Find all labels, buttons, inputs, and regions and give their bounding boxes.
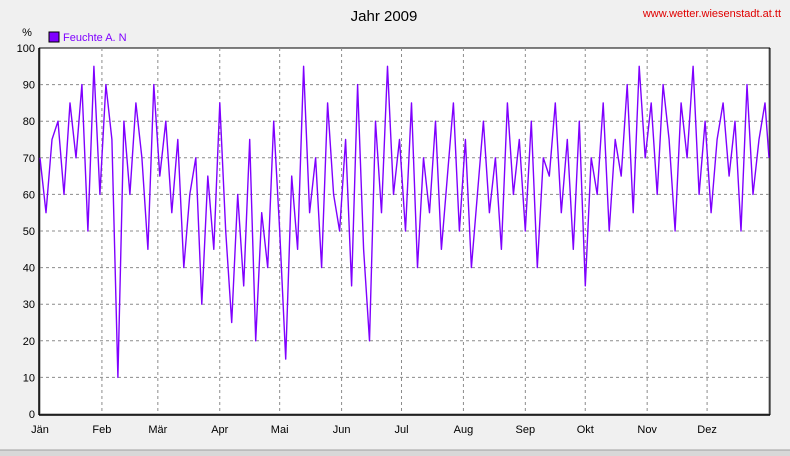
x-tick-label: Nov — [637, 424, 657, 436]
x-tick-label: Jun — [333, 424, 351, 436]
y-tick-labels: 0 10 20 30 40 50 60 70 80 90 100 — [17, 43, 35, 421]
x-tick-label: Apr — [211, 424, 228, 436]
bottom-status-strip — [0, 449, 790, 456]
y-axis-unit: % — [22, 27, 32, 39]
x-tick-label: Mai — [271, 424, 289, 436]
x-tick-label: Dez — [697, 424, 717, 436]
y-tick-label: 60 — [23, 189, 35, 201]
y-tick-label: 20 — [23, 336, 35, 348]
y-tick-label: 40 — [23, 263, 35, 275]
x-tick-label: Sep — [516, 424, 536, 436]
chart-title: Jahr 2009 — [351, 8, 418, 25]
y-tick-label: 10 — [23, 372, 35, 384]
x-tick-label: Feb — [92, 424, 111, 436]
x-tick-labels: Jän Feb Mär Apr Mai Jun Jul Aug Sep Okt Nov Dez — [31, 424, 717, 436]
y-tick-label: 50 — [23, 226, 35, 238]
y-tick-label: 70 — [23, 153, 35, 165]
y-tick-label: 100 — [17, 43, 35, 55]
series-line — [39, 65, 770, 379]
y-tick-label: 80 — [23, 116, 35, 128]
y-tick-label: 0 — [29, 409, 35, 421]
x-tick-label: Okt — [577, 424, 594, 436]
y-tick-label: 30 — [23, 299, 35, 311]
x-tick-label: Aug — [454, 424, 474, 436]
y-tick-label: 90 — [23, 80, 35, 92]
legend-label: Feuchte A. N — [63, 32, 127, 44]
series-lines — [39, 65, 770, 379]
x-tick-label: Mär — [148, 424, 167, 436]
x-tick-label: Jul — [394, 424, 408, 436]
source-url: www.wetter.wiesenstadt.at.tt — [642, 8, 781, 20]
x-tick-label: Jän — [31, 424, 49, 436]
legend: Feuchte A. N — [48, 31, 127, 44]
legend-swatch — [48, 31, 60, 43]
